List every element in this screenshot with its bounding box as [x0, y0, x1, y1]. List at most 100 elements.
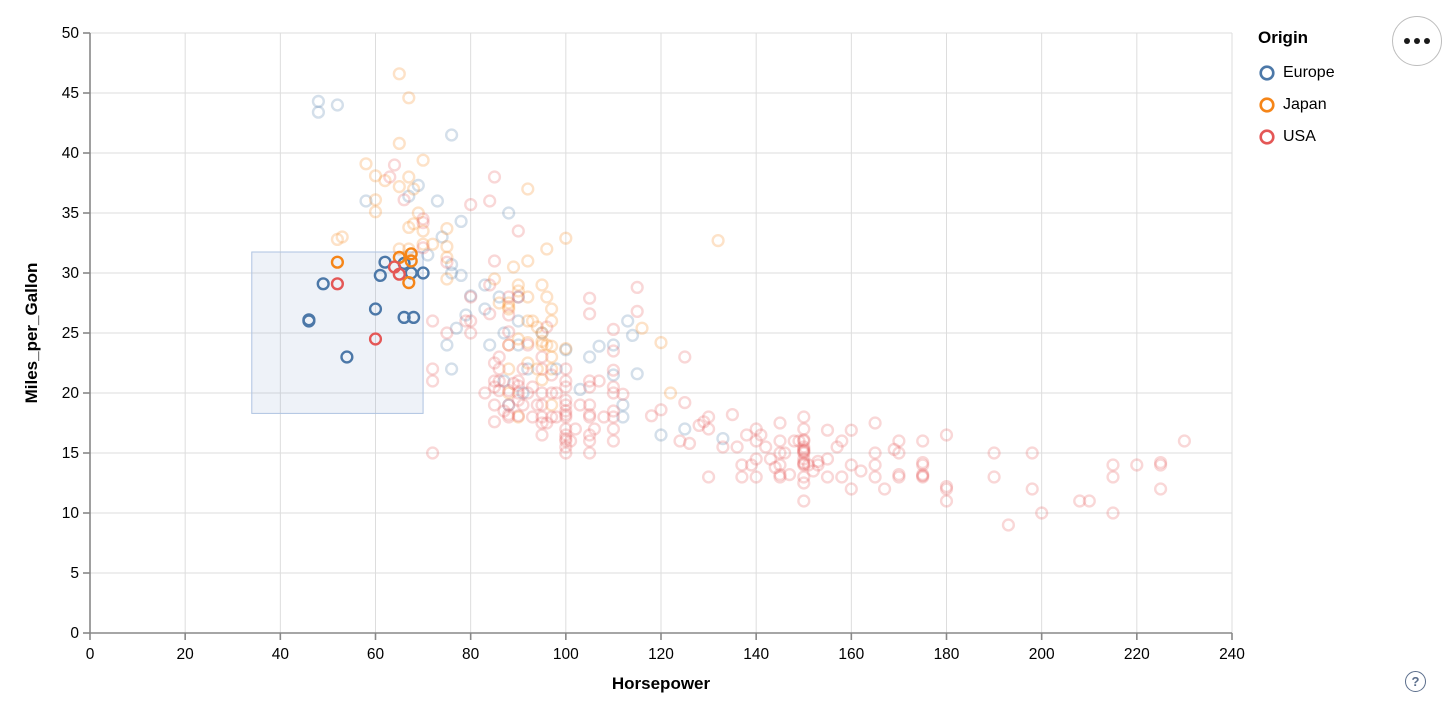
data-point[interactable] — [402, 276, 416, 290]
data-point[interactable] — [530, 362, 544, 376]
data-point[interactable] — [535, 338, 549, 352]
data-point[interactable] — [806, 464, 820, 478]
data-point[interactable] — [654, 336, 668, 350]
data-point[interactable] — [411, 206, 425, 220]
data-point[interactable] — [573, 382, 587, 397]
data-point[interactable] — [392, 67, 406, 81]
data-point[interactable] — [502, 384, 516, 398]
data-point[interactable] — [311, 105, 326, 119]
data-point[interactable] — [692, 418, 706, 433]
data-point[interactable] — [454, 268, 468, 283]
data-point[interactable] — [801, 458, 816, 472]
data-point[interactable] — [502, 386, 516, 400]
data-point[interactable] — [797, 458, 811, 472]
data-point[interactable] — [411, 178, 425, 193]
data-point[interactable] — [492, 350, 506, 364]
data-point[interactable] — [464, 289, 478, 303]
data-point[interactable] — [416, 153, 430, 167]
data-point[interactable] — [868, 470, 882, 484]
data-point[interactable] — [454, 214, 468, 229]
data-point[interactable] — [497, 404, 511, 418]
data-point[interactable] — [606, 322, 621, 337]
data-point[interactable] — [540, 338, 554, 352]
data-point[interactable] — [407, 182, 421, 196]
data-point[interactable] — [797, 433, 811, 447]
data-point[interactable] — [521, 362, 535, 376]
data-point[interactable] — [559, 432, 573, 446]
data-point[interactable] — [544, 398, 559, 412]
data-point[interactable] — [916, 456, 930, 470]
data-point[interactable] — [404, 254, 418, 268]
data-point[interactable] — [511, 314, 525, 328]
data-point[interactable] — [621, 314, 635, 328]
data-point[interactable] — [464, 290, 478, 304]
data-point[interactable] — [330, 98, 345, 112]
data-point[interactable] — [773, 416, 787, 430]
data-point[interactable] — [544, 314, 559, 328]
data-point[interactable] — [487, 374, 502, 388]
data-point[interactable] — [606, 422, 621, 436]
data-point[interactable] — [464, 198, 478, 212]
data-point[interactable] — [402, 91, 416, 105]
data-point[interactable] — [511, 290, 525, 304]
data-point[interactable] — [464, 326, 478, 340]
data-point[interactable] — [797, 476, 811, 490]
data-point[interactable] — [797, 446, 811, 460]
data-point[interactable] — [502, 308, 516, 322]
data-point[interactable] — [511, 393, 525, 407]
data-point[interactable] — [502, 302, 516, 316]
data-point[interactable] — [487, 254, 502, 268]
data-point[interactable] — [1001, 518, 1016, 532]
data-point[interactable] — [1153, 456, 1168, 470]
data-point[interactable] — [302, 313, 316, 327]
data-point[interactable] — [464, 314, 478, 328]
data-point[interactable] — [754, 428, 768, 442]
data-point[interactable] — [511, 278, 525, 292]
data-point[interactable] — [563, 434, 578, 448]
data-point[interactable] — [630, 304, 644, 319]
data-point[interactable] — [559, 446, 573, 460]
data-point[interactable] — [487, 272, 502, 286]
data-point[interactable] — [892, 468, 906, 482]
data-point[interactable] — [502, 296, 516, 310]
data-point[interactable] — [559, 398, 573, 412]
data-point[interactable] — [483, 307, 497, 321]
data-point[interactable] — [502, 398, 516, 412]
data-point[interactable] — [582, 446, 597, 460]
data-point[interactable] — [892, 434, 906, 448]
data-point[interactable] — [678, 396, 692, 410]
data-point[interactable] — [445, 258, 459, 272]
data-point[interactable] — [682, 436, 697, 451]
data-point[interactable] — [749, 470, 763, 484]
data-point[interactable] — [502, 362, 516, 376]
data-point[interactable] — [511, 409, 525, 423]
data-point[interactable] — [616, 387, 630, 401]
data-point[interactable] — [316, 277, 330, 291]
data-point[interactable] — [835, 434, 849, 448]
data-point[interactable] — [778, 446, 792, 460]
data-point[interactable] — [530, 398, 544, 412]
data-point[interactable] — [559, 408, 573, 422]
data-point[interactable] — [416, 224, 430, 238]
data-point[interactable] — [559, 434, 573, 448]
data-point[interactable] — [416, 237, 430, 251]
data-point[interactable] — [440, 250, 454, 265]
data-point[interactable] — [1082, 494, 1096, 508]
data-point[interactable] — [373, 268, 387, 283]
data-point[interactable] — [511, 379, 525, 393]
data-point[interactable] — [582, 307, 597, 321]
data-point[interactable] — [459, 314, 473, 328]
data-point[interactable] — [987, 470, 1001, 484]
data-point[interactable] — [635, 321, 649, 335]
data-point[interactable] — [416, 266, 430, 280]
data-point[interactable] — [711, 234, 725, 248]
data-point[interactable] — [521, 314, 535, 328]
data-point[interactable] — [407, 310, 421, 325]
data-point[interactable] — [549, 410, 563, 424]
data-point[interactable] — [701, 470, 716, 484]
data-point[interactable] — [478, 278, 492, 292]
data-point[interactable] — [440, 338, 454, 352]
data-point[interactable] — [582, 398, 597, 412]
data-point[interactable] — [502, 300, 516, 314]
data-point[interactable] — [378, 174, 392, 188]
